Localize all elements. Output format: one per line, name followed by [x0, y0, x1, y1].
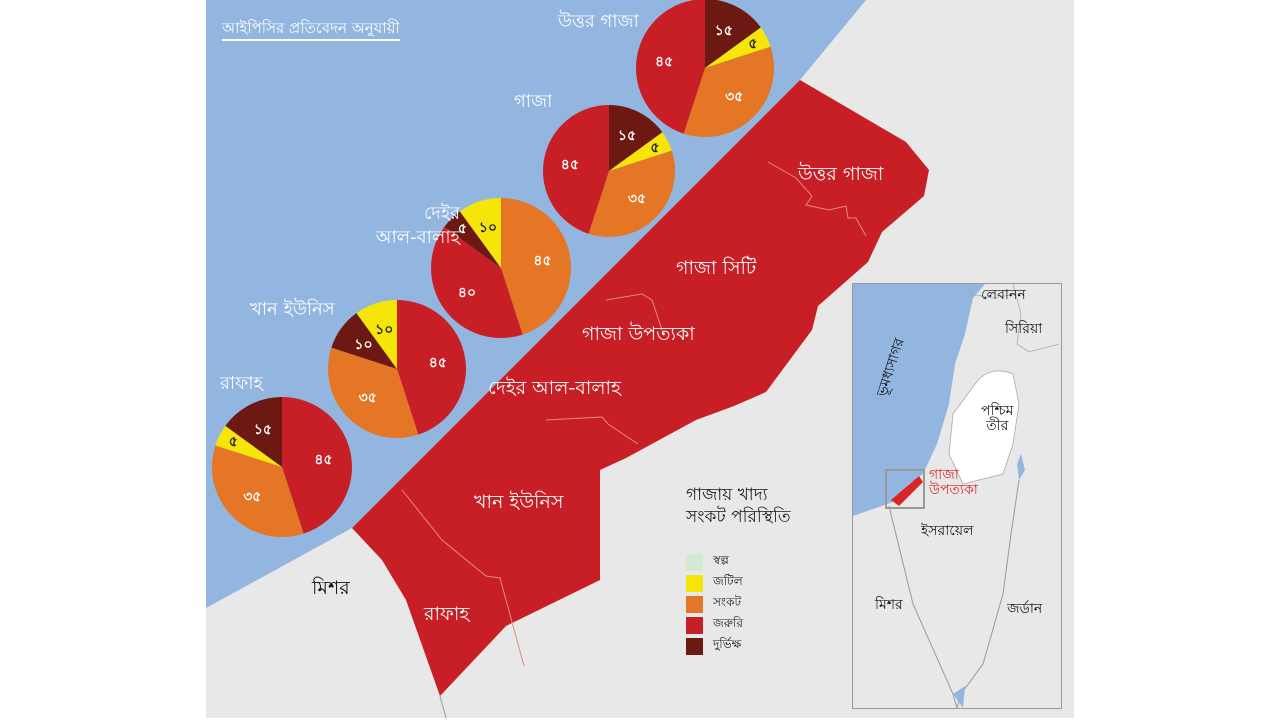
inset-lebanon: লেবানন [981, 287, 1026, 303]
pie-slice-value: ১৫ [617, 127, 637, 144]
region-rafah: রাফাহ [424, 603, 470, 625]
pie-slice-value: ৩৫ [358, 390, 377, 407]
inset-gaza-strip: গাজা উপত্যকা [929, 467, 978, 499]
pie-label-rafah: রাফাহ [220, 373, 263, 394]
pie-slice [636, 0, 705, 134]
pie-slice [609, 132, 672, 171]
infographic-panel: আইপিসির প্রতিবেদন অনুযায়ী ১৫ ৫ ৩৫ ৪৫ ১৫ ৫ ৩৫ ৪… [206, 0, 1074, 718]
pie-slice [328, 347, 419, 438]
pie-slice [609, 105, 663, 171]
pie-slice [543, 105, 609, 234]
pie-chart: ৪৫ ৪০ ৫ ১০ [431, 198, 571, 338]
region-gaza-strip: গাজা উপত্যকা [582, 323, 695, 345]
pie-slice-value: ৪০ [457, 284, 477, 301]
pie-slice-value: ৪৫ [560, 156, 579, 173]
pie-slice-value: ১০ [375, 321, 394, 338]
pie-chart: ৪৫ ৩৫ ৫ ১৫ [212, 397, 352, 537]
pie-label-khan-younis: খান ইউনিস [250, 299, 335, 320]
legend-swatch [686, 574, 703, 592]
legend-item-famine: দুর্ভিক্ষ [686, 636, 741, 656]
source-note: আইপিসির প্রতিবেদন অনুযায়ী [222, 20, 400, 41]
pie-label-gaza: গাজা [514, 91, 553, 112]
region-khan-younis: খান ইউনিস [474, 491, 564, 513]
legend-title-line2: সংকট পরিস্থিতি [686, 507, 791, 528]
pie-slice-value: ১৫ [253, 421, 273, 438]
legend-label: সংকট [713, 595, 742, 609]
pie-slice [215, 425, 282, 467]
pie-slice [356, 300, 397, 369]
pie-label-north-gaza: উত্তর গাজা [558, 11, 639, 32]
pie-slice-value: ৪৫ [428, 354, 447, 371]
pie-slice [705, 0, 761, 68]
pie-slice-value: ৩৫ [627, 191, 647, 207]
legend-swatch [686, 553, 703, 571]
legend-title-line1: গাজায় খাদ্য [686, 485, 768, 505]
legend-swatch [686, 595, 703, 613]
inset-jordan: জর্ডান [1007, 601, 1043, 617]
inset-west-bank-line1: পশ্চিম [981, 403, 1014, 419]
inset-gaza-line2: উপত্যকা [929, 482, 978, 499]
pie-slice [705, 27, 771, 68]
inset-west-bank: পশ্চিম তীর [981, 403, 1014, 435]
legend-item-emergency: জরুরি [686, 615, 743, 635]
region-north-gaza: উত্তর গাজা [798, 163, 884, 185]
pie-slice-value: ৫ [748, 35, 758, 52]
pie-slice-value: ৫ [650, 139, 660, 156]
pie-slice [459, 198, 501, 268]
pie-slice-value: ১০ [354, 336, 373, 353]
legend-label: জটিল [713, 574, 743, 588]
pie-slice [331, 313, 397, 369]
pie-slice [397, 300, 466, 435]
pie-slice-value: ১০ [478, 220, 498, 237]
inset-egypt: মিশর [875, 597, 903, 613]
legend-swatch [686, 637, 703, 655]
inset-israel: ইসরায়েল [921, 523, 974, 539]
inset-west-bank-line2: তীর [986, 418, 1009, 435]
pie-chart: ৪৫ ৩৫ ১০ ১০ [328, 300, 466, 438]
pie-slice [501, 198, 571, 335]
legend-item-crisis: সংকট [686, 594, 741, 614]
inset-locator-map: লেবানন সিরিয়া ভূমধ্যসাগর পশ্চিম তীর গাজ… [852, 283, 1062, 709]
region-gaza-city: গাজা সিটি [676, 257, 757, 279]
legend-item-minimal: স্বল্প [686, 552, 729, 572]
pie-slice [444, 211, 501, 268]
pie-slice [225, 397, 282, 467]
pie-slice [282, 397, 352, 534]
pie-label-deir-line1: দেইর [423, 203, 460, 224]
legend-item-stressed: জটিল [686, 573, 743, 593]
pie-slice-value: ৩৫ [725, 89, 744, 106]
legend-label: দুর্ভিক্ষ [713, 637, 742, 651]
pie-slice-value: ১৫ [714, 23, 733, 40]
legend-swatch [686, 616, 703, 634]
gaza-strip-shape [352, 80, 929, 696]
gaza-locator-box [885, 469, 925, 509]
pie-slice-value: ৩৫ [243, 488, 262, 505]
pie-slice-value: ৪৫ [314, 452, 333, 469]
inset-map-shapes [853, 284, 1060, 708]
inset-syria: সিরিয়া [1005, 321, 1043, 337]
pie-chart: ১৫ ৫ ৩৫ ৪৫ [543, 105, 675, 237]
inset-gaza-line1: গাজা [929, 467, 959, 483]
pie-chart: ১৫ ৫ ৩৫ ৪৫ [636, 0, 774, 137]
legend-title: গাজায় খাদ্য সংকট পরিস্থিতি [686, 484, 791, 528]
pie-slice [588, 150, 675, 237]
pie-slice-value: ৫ [457, 221, 467, 238]
pie-slice-value: ৪৫ [655, 53, 674, 70]
pie-label-deir-line2: আল-বালাহ [375, 227, 460, 248]
gaza-locator-shape [891, 476, 923, 506]
legend-label: জরুরি [713, 616, 743, 630]
district-boundaries [401, 161, 867, 667]
legend-label: স্বল্প [713, 553, 729, 567]
region-egypt: মিশর [312, 577, 350, 599]
pie-slice [431, 226, 523, 338]
pie-slice-value: ৫ [228, 434, 238, 451]
pie-slice [212, 445, 304, 537]
region-deir-al-balah: দেইর আল-বালাহ [488, 377, 621, 399]
pie-slice-value: ৪৫ [533, 253, 552, 270]
pie-slice [683, 46, 774, 137]
